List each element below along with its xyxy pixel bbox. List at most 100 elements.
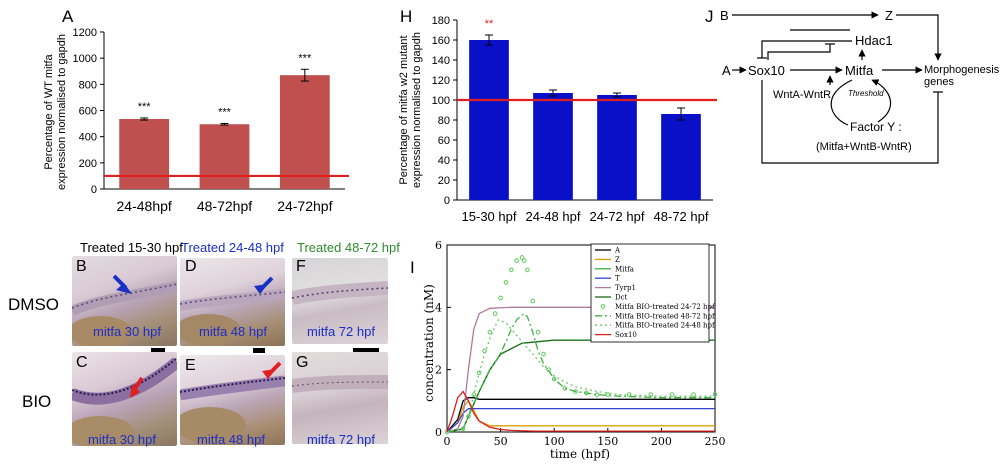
- panel-h-y-tick-label: 0: [444, 195, 450, 207]
- photo-e-larva: [180, 361, 285, 443]
- photo-c-larva: [72, 357, 177, 446]
- photo-d: [180, 258, 285, 346]
- series-mitfa-bio-treated-24-72-hpf-point: [514, 258, 519, 263]
- panel-h-y-tick-label: 80: [438, 115, 450, 127]
- series-mitfa-bio-treated-24-72-hpf-point: [487, 329, 493, 335]
- panel-h-ylabel-line2: expression normalised to gapdh: [411, 32, 423, 188]
- photo-c: [72, 352, 177, 446]
- diagram-edges: [732, 11, 943, 164]
- panel-i-legend-label: T: [615, 275, 620, 283]
- panel-a-bar: [119, 119, 170, 189]
- panel-h-chart: H Percentage of mitfa w2 mutant expressi…: [398, 7, 717, 224]
- panel-j: J B Z Hdac1 A Sox10 Mitfa Morphogenesis …: [700, 0, 1000, 200]
- photo-g-caption: mitfa 72 hpf: [307, 432, 375, 447]
- photo-header-1: Treated 15-30 hpf: [80, 240, 183, 255]
- red-arrow-icon: [130, 384, 140, 398]
- panel-i-legend-marker: [600, 304, 606, 309]
- panel-h: H Percentage of mitfa w2 mutant expressi…: [385, 0, 725, 225]
- panel-a: A Percentage of WT mitfa expression norm…: [0, 0, 370, 225]
- series-mitfa-line: [446, 339, 715, 433]
- scale-bar-d: [253, 348, 265, 353]
- row-label-dmso: DMSO: [8, 295, 59, 314]
- photo-b: [72, 256, 177, 346]
- panel-h-y-tick-label: 140: [432, 55, 450, 67]
- series-mitfa-bio-treated-24-72-hpf-point: [519, 255, 525, 260]
- photo-f-caption: mitfa 72 hpf: [307, 324, 375, 339]
- photo-f-larva: [292, 281, 388, 305]
- series-dct-line: [446, 339, 715, 433]
- panel-i-legend-label: Sox10: [615, 331, 637, 339]
- panel-h-category-label: 24-72 hpf: [590, 209, 645, 224]
- photo-e-caption: mitfa 48 hpf: [197, 432, 265, 447]
- series-a-line: [446, 397, 715, 433]
- node-factor-y-formula: (Mitfa+WntB-WntR): [816, 141, 912, 153]
- panel-h-y-tick-label: 180: [432, 15, 450, 27]
- panel-a-y-tick-label: 200: [79, 158, 97, 170]
- photo-d-larva: [180, 276, 285, 346]
- panel-a-significance: ***: [218, 106, 232, 118]
- panel-a-y-tick-label: 1000: [73, 53, 97, 65]
- panel-h-y-tick-label: 120: [432, 75, 450, 87]
- panel-i-plot-frame: [446, 244, 716, 433]
- photo-header-3: Treated 48-72 hpf: [297, 240, 400, 255]
- node-morphogenesis: Morphogenesis: [924, 64, 1000, 76]
- panel-a-ylabel-line1: Percentage of WT mitfa: [43, 53, 55, 169]
- panel-h-y-tick-label: 160: [432, 35, 450, 47]
- panel-a-letter: A: [62, 7, 74, 26]
- panel-i-letter: I: [410, 258, 415, 277]
- panel-h-category-label: 24-48 hpf: [526, 209, 581, 224]
- panel-h-category-label: 48-72 hpf: [654, 209, 709, 224]
- panel-i-legend-label: Mitfa BIO-treated 24-48 hpf: [615, 322, 716, 330]
- photo-e: [180, 355, 285, 445]
- photo-g: [292, 352, 388, 444]
- node-factor-y: Factor Y :: [850, 120, 902, 134]
- series-mitfa-bio-treated-24-72-hpf-point: [691, 392, 696, 397]
- panel-a-bar: [199, 124, 250, 189]
- panel-h-bar: [661, 114, 701, 200]
- panel-a-bar: [279, 75, 330, 189]
- series-mitfa-bio-treated-48-72-hpf-line: [446, 312, 715, 433]
- node-wnt: WntA-WntR: [773, 89, 831, 101]
- panel-a-ylabel-line2: expression normalised to gapdh: [56, 34, 68, 190]
- series-mitfa-bio-treated-24-72-hpf-point: [525, 267, 530, 273]
- panel-h-bar: [469, 40, 509, 200]
- node-a: A: [722, 63, 731, 78]
- panel-i-y-tick-label: 4: [435, 301, 442, 314]
- series-mitfa-bio-treated-24-72-hpf-point: [551, 376, 557, 382]
- panel-h-bar: [533, 93, 573, 200]
- panel-i-legend-label: Tyrp1: [615, 284, 636, 292]
- series-mitfa-bio-treated-24-72-hpf-point: [521, 258, 527, 263]
- photo-c-caption: mitfa 30 hpf: [88, 432, 156, 447]
- series-z-line: [446, 399, 715, 433]
- panel-i-legend-label: Mitfa BIO-treated 48-72 hpf: [615, 312, 716, 320]
- panel-a-chart: A Percentage of WT mitfa expression norm…: [43, 7, 349, 214]
- panel-a-category-label: 24-48hpf: [117, 198, 172, 214]
- series-tyrp1-line: [446, 306, 715, 433]
- series-mitfa-bio-treated-24-72-hpf-point: [541, 351, 546, 357]
- node-hdac1: Hdac1: [855, 33, 893, 48]
- node-mitfa: Mitfa: [845, 63, 874, 78]
- panel-i-ylabel: concentration (nM): [422, 284, 436, 402]
- photo-f-letter: F: [296, 258, 306, 275]
- panel-h-y-tick-label: 40: [438, 155, 450, 167]
- series-sox10-line: [446, 390, 715, 433]
- series-mitfa-bio-treated-24-48-hpf-line: [446, 318, 715, 433]
- panel-i-legend-label: Mitfa: [615, 265, 634, 273]
- photo-d-letter: D: [185, 258, 197, 275]
- node-b: B: [720, 8, 729, 23]
- panel-i-x-tick-label: 0: [444, 435, 451, 448]
- panel-h-significance: **: [485, 18, 494, 30]
- photo-header-2: Treated 24-48 hpf: [181, 240, 284, 255]
- panel-i-x-tick-label: 200: [651, 435, 672, 448]
- panel-i: I concentration (nM) time (hpf) 0 50 100 15…: [395, 228, 735, 462]
- panel-a-significance: ***: [298, 52, 312, 64]
- series-mitfa-bio-treated-24-72-hpf-point: [605, 392, 611, 397]
- series-t-line: [446, 407, 715, 433]
- series-mitfa-bio-treated-24-72-hpf-point: [503, 280, 509, 285]
- panel-i-legend-label: A: [614, 247, 621, 255]
- photo-e-letter: E: [185, 357, 196, 374]
- photo-d-caption: mitfa 48 hpf: [199, 324, 267, 339]
- panel-i-y-tick-label: 6: [435, 239, 442, 252]
- scale-bar-b: [151, 348, 165, 353]
- panel-h-y-tick-label: 20: [438, 175, 450, 187]
